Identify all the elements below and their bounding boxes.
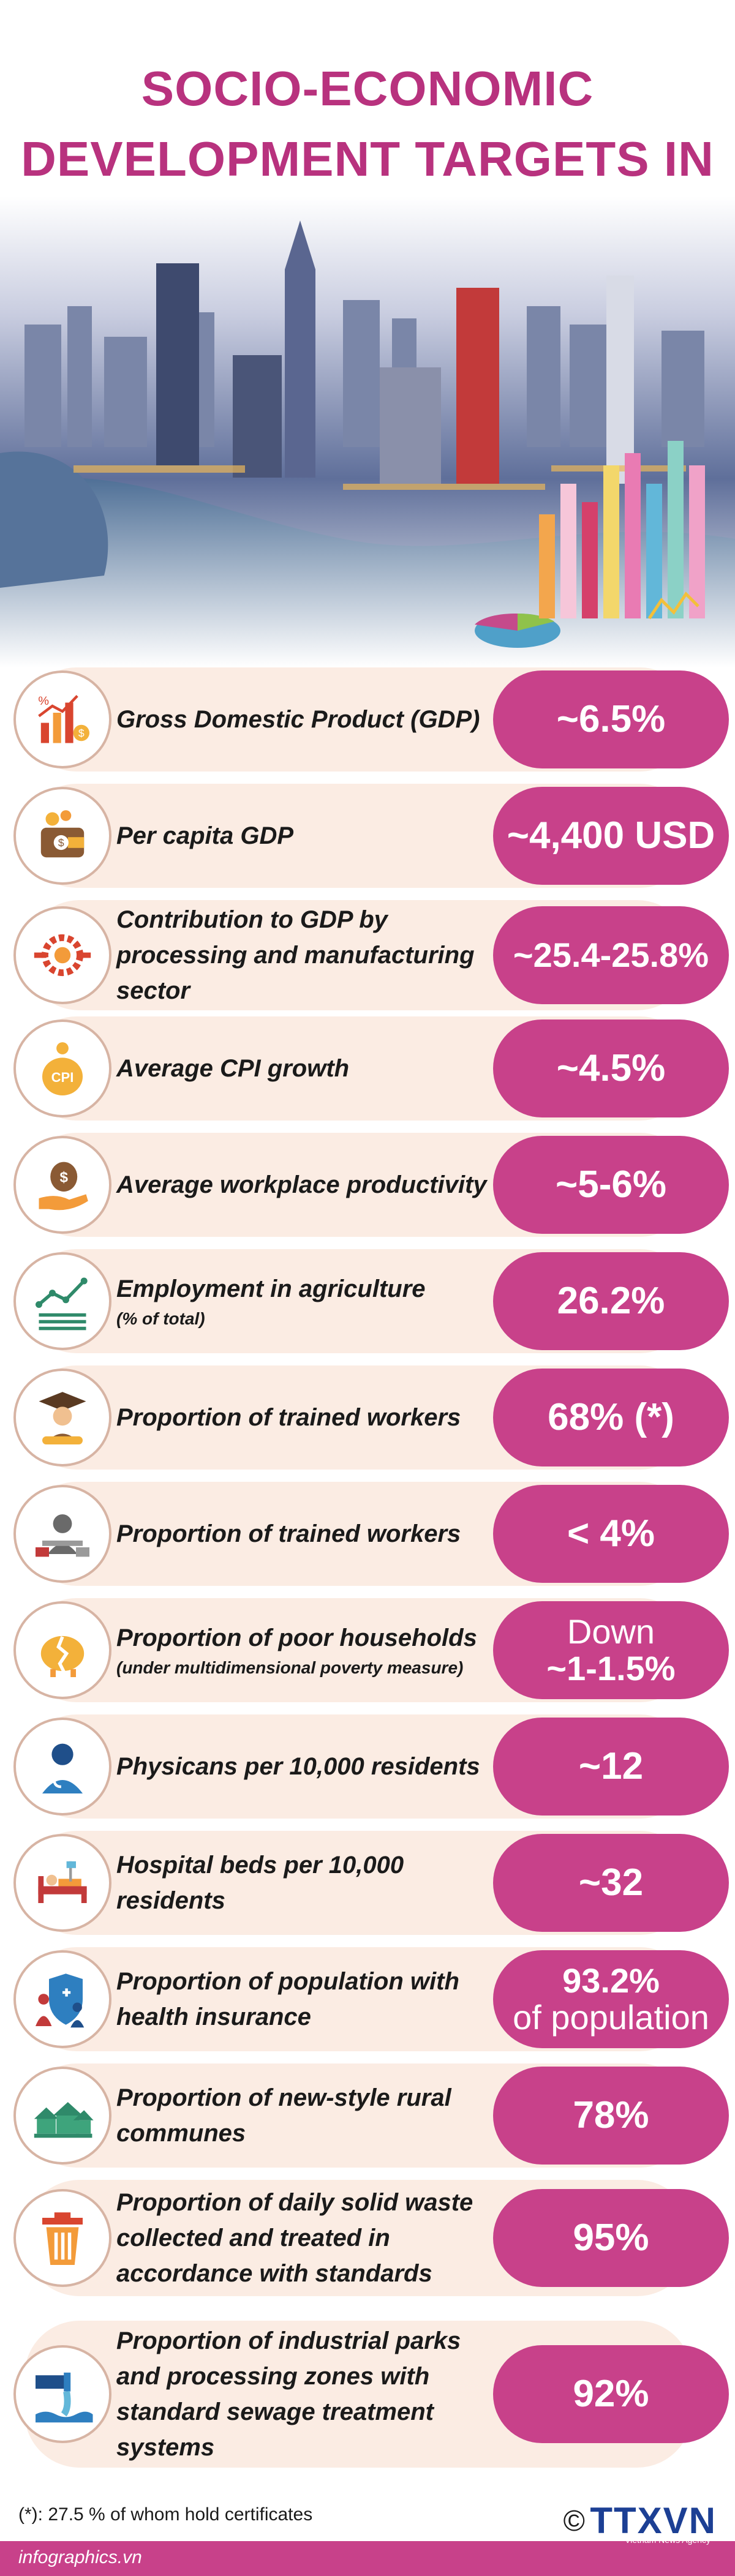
value-text: ~5-6%: [556, 1163, 666, 1206]
title-line-1: SOCIO-ECONOMIC: [141, 61, 594, 116]
rural-houses-icon: [13, 2067, 111, 2165]
value-text: 78%: [573, 2094, 649, 2136]
indicator-label: Per capita GDP: [116, 822, 294, 849]
indicator-label: Proportion of industrial parks and proce…: [116, 2327, 461, 2461]
indicator-row: Contribution to GDP by processing and ma…: [0, 900, 735, 1010]
indicator-label: Gross Domestic Product (GDP): [116, 706, 480, 733]
indicator-row: Proportion of industrial parks and proce…: [0, 2321, 735, 2468]
indicator-label: Physicans per 10,000 residents: [116, 1753, 480, 1780]
ttxvn-logo: TTXVN: [590, 2500, 717, 2541]
worker-icon: [13, 1485, 111, 1583]
broken-piggy-icon: [13, 1601, 111, 1699]
city-skyline-illustration: [0, 196, 735, 667]
indicator-label: Proportion of daily solid waste collecte…: [116, 2189, 473, 2287]
gear-factory-icon: [13, 906, 111, 1004]
indicator-row: $ Average workplace productivity ~5-6%: [0, 1133, 735, 1237]
indicator-value: 95%: [493, 2189, 729, 2287]
indicator-value: ~6.5%: [493, 670, 729, 768]
gdp-chart-icon: $%: [13, 670, 111, 768]
indicator-sublabel: (% of total): [116, 1309, 205, 1328]
indicator-value: ~4.5%: [493, 1020, 729, 1117]
indicator-row: Proportion of daily solid waste collecte…: [0, 2180, 735, 2296]
indicator-value: ~12: [493, 1718, 729, 1816]
footer-bar: infographics.vn: [0, 2541, 735, 2576]
indicator-value: ~5-6%: [493, 1136, 729, 1234]
value-text: ~4.5%: [556, 1047, 666, 1089]
footnote: (*): 27.5 % of whom hold certificates: [18, 2504, 313, 2525]
indicator-label: Hospital beds per 10,000 residents: [116, 1852, 404, 1914]
indicator-row: $% Gross Domestic Product (GDP) ~6.5%: [0, 667, 735, 772]
trash-bin-icon: [13, 2189, 111, 2287]
indicator-value: 26.2%: [493, 1252, 729, 1350]
value-text: 93.2%: [562, 1961, 660, 2000]
value-text: Down: [567, 1612, 655, 1651]
indicator-row: $ Per capita GDP ~4,400 USD: [0, 784, 735, 888]
indicator-label: Proportion of new-style rural communes: [116, 2084, 451, 2147]
indicator-value: 68% (*): [493, 1369, 729, 1466]
value-text-line2: ~1-1.5%: [546, 1649, 676, 1688]
cpi-bag-icon: CPI: [13, 1020, 111, 1117]
value-text: < 4%: [567, 1512, 655, 1555]
svg-text:$: $: [59, 1170, 68, 1186]
indicator-value: Down ~1-1.5%: [493, 1601, 729, 1699]
copyright-symbol: ©: [563, 2505, 585, 2537]
svg-text:$: $: [78, 727, 85, 740]
indicator-label: Contribution to GDP by processing and ma…: [116, 906, 475, 1004]
indicator-label: Employment in agriculture: [116, 1275, 426, 1302]
indicator-label: Proportion of poor households: [116, 1624, 477, 1651]
indicator-label: Average CPI growth: [116, 1055, 350, 1082]
indicator-row: Hospital beds per 10,000 residents ~32: [0, 1831, 735, 1935]
indicator-value: 78%: [493, 2067, 729, 2165]
indicator-row: Physicans per 10,000 residents ~12: [0, 1714, 735, 1819]
indicator-label: Proportion of trained workers: [116, 1404, 461, 1431]
value-text: 26.2%: [557, 1280, 665, 1322]
site-link[interactable]: infographics.vn: [18, 2547, 142, 2567]
indicator-label: Proportion of trained workers: [116, 1520, 461, 1547]
svg-text:$: $: [58, 837, 64, 849]
value-text: ~6.5%: [556, 698, 666, 740]
value-text: 68% (*): [548, 1396, 674, 1438]
indicator-label: Average workplace productivity: [116, 1171, 487, 1198]
indicator-sublabel: (under multidimensional poverty measure): [116, 1658, 464, 1677]
indicator-row: Proportion of population with health ins…: [0, 1947, 735, 2051]
value-text: ~4,400 USD: [507, 814, 715, 857]
family-shield-icon: [13, 1950, 111, 2048]
graduate-icon: [13, 1369, 111, 1466]
indicator-row: Proportion of poor households (under mul…: [0, 1598, 735, 1702]
indicator-value: ~32: [493, 1834, 729, 1932]
hospital-bed-icon: [13, 1834, 111, 1932]
svg-text:%: %: [38, 694, 49, 708]
indicator-value: < 4%: [493, 1485, 729, 1583]
money-hand-icon: $: [13, 1136, 111, 1234]
value-text: ~32: [578, 1861, 644, 1904]
indicator-row: Proportion of trained workers < 4%: [0, 1482, 735, 1586]
value-text: 95%: [573, 2217, 649, 2259]
bar-chart-graphic: [475, 441, 705, 648]
value-text: ~25.4-25.8%: [513, 936, 709, 974]
indicator-value: 92%: [493, 2345, 729, 2443]
doctor-icon: [13, 1718, 111, 1816]
indicator-row: Proportion of trained workers 68% (*): [0, 1365, 735, 1470]
indicator-value: 93.2% of population: [493, 1950, 729, 2048]
indicator-row: Proportion of new-style rural communes 7…: [0, 2063, 735, 2168]
indicator-value: ~4,400 USD: [493, 787, 729, 885]
value-text: 92%: [573, 2373, 649, 2415]
indicator-row: Employment in agriculture (% of total) 2…: [0, 1249, 735, 1353]
brand-subtitle: Vietnam News Agency: [625, 2535, 710, 2545]
value-text-line2: of population: [513, 1998, 709, 2037]
wallet-coin-icon: $: [13, 787, 111, 885]
sewage-pipe-icon: [13, 2345, 111, 2443]
indicator-label: Proportion of population with health ins…: [116, 1968, 459, 2030]
indicator-row: CPI Average CPI growth ~4.5%: [0, 1016, 735, 1121]
indicator-value: ~25.4-25.8%: [493, 906, 729, 1004]
svg-text:CPI: CPI: [51, 1070, 74, 1085]
value-text: ~12: [578, 1745, 644, 1787]
growth-chart-icon: [13, 1252, 111, 1350]
